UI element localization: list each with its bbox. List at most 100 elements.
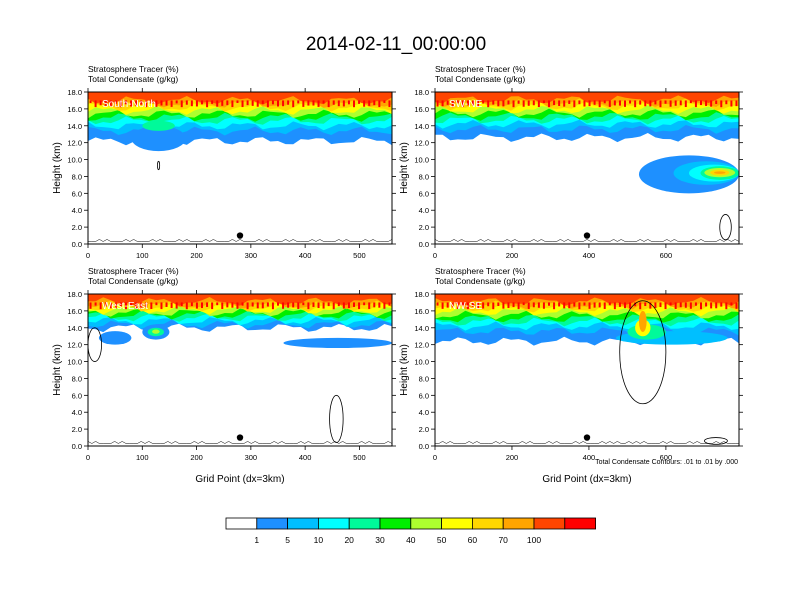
tracer-spike bbox=[573, 302, 576, 307]
y-tick-label: 10.0 bbox=[67, 358, 82, 367]
tracer-spike bbox=[378, 302, 381, 308]
tracer-spike bbox=[251, 302, 254, 307]
tracer-spike bbox=[337, 302, 340, 307]
x-tick-label: 100 bbox=[136, 251, 149, 260]
tracer-spike bbox=[241, 302, 244, 306]
tracer-spike bbox=[292, 302, 295, 308]
y-tick-label: 12.0 bbox=[414, 139, 429, 148]
tracer-spike bbox=[125, 100, 127, 105]
tracer-spike bbox=[548, 100, 550, 108]
colorbar-swatch bbox=[256, 517, 288, 530]
tracer-spike bbox=[150, 302, 153, 309]
tracer-spike bbox=[307, 302, 310, 310]
tracer-spike bbox=[221, 100, 224, 106]
plot-frame bbox=[434, 293, 740, 447]
tracer-spike bbox=[271, 302, 274, 310]
tracer-spike bbox=[477, 302, 480, 309]
tracer-spike bbox=[322, 100, 325, 104]
tracer-spike bbox=[735, 302, 738, 309]
tracer-spike bbox=[634, 100, 637, 108]
plot-frame bbox=[87, 91, 393, 245]
tracer-spike bbox=[342, 302, 345, 309]
tracer-spike bbox=[466, 302, 469, 310]
tracer-spike bbox=[165, 302, 168, 307]
y-tick-label: 14.0 bbox=[414, 122, 429, 131]
colorbar-swatch bbox=[317, 517, 350, 530]
contour-footnote: Total Condensate Contours: .01 to .01 by… bbox=[595, 459, 738, 466]
tracer-spike bbox=[527, 100, 530, 106]
y-tick-label: 18.0 bbox=[414, 290, 429, 299]
y-tick-label: 2.0 bbox=[419, 223, 429, 232]
tracer-spike bbox=[170, 100, 173, 107]
surface-contour bbox=[88, 441, 392, 444]
y-tick-label: 0.0 bbox=[72, 442, 82, 451]
tracer-spike bbox=[145, 100, 148, 108]
tracer-spike bbox=[119, 100, 122, 108]
tracer-spike bbox=[598, 302, 601, 308]
plot-area bbox=[435, 92, 739, 244]
tracer-spike bbox=[201, 302, 203, 309]
tracer-spike bbox=[674, 100, 677, 106]
x-tick-label: 400 bbox=[299, 453, 312, 462]
tracer-spike bbox=[277, 100, 279, 107]
tracer-spike bbox=[383, 100, 386, 103]
colorbar-label: 60 bbox=[468, 535, 478, 545]
plot-area bbox=[88, 92, 392, 244]
tracer-spike bbox=[282, 100, 285, 107]
tracer-spike bbox=[175, 302, 178, 309]
tracer-spike bbox=[347, 302, 350, 309]
y-tick-label: 14.0 bbox=[67, 324, 82, 333]
tracer-spike bbox=[180, 100, 183, 108]
tracer-spike bbox=[593, 100, 596, 105]
tracer-spike bbox=[608, 100, 611, 107]
tracer-spike bbox=[720, 302, 723, 307]
x-tick-label: 100 bbox=[136, 453, 149, 462]
location-marker bbox=[236, 434, 244, 441]
tracer-spike bbox=[271, 100, 274, 105]
y-tick-label: 12.0 bbox=[67, 341, 82, 350]
y-tick-label: 14.0 bbox=[67, 122, 82, 131]
tracer-spike bbox=[644, 100, 647, 107]
y-tick-label: 8.0 bbox=[72, 172, 82, 181]
tracer-spike bbox=[170, 302, 173, 309]
panel-header-line: Total Condensate (g/kg) bbox=[88, 276, 178, 286]
x-tick-label: 600 bbox=[660, 251, 673, 260]
tracer-spike bbox=[507, 100, 510, 105]
tracer-spike bbox=[512, 100, 515, 108]
tracer-spike bbox=[593, 302, 596, 308]
x-tick-label: 400 bbox=[583, 453, 596, 462]
x-tick-label: 0 bbox=[86, 251, 90, 260]
tracer-spike bbox=[180, 302, 183, 307]
tracer-spike bbox=[441, 302, 444, 309]
tracer-spike bbox=[472, 302, 474, 307]
tracer-spike bbox=[563, 100, 566, 107]
tracer-spike bbox=[114, 100, 117, 104]
location-marker bbox=[236, 232, 244, 239]
tracer-spike bbox=[211, 100, 214, 104]
y-axis-label: Height (km) bbox=[399, 142, 410, 194]
tracer-spike bbox=[654, 100, 657, 105]
y-tick-label: 16.0 bbox=[414, 105, 429, 114]
tracer-spike bbox=[603, 100, 606, 104]
tracer-spike bbox=[368, 302, 371, 309]
tracer-feature-40 bbox=[152, 329, 160, 334]
tracer-spike bbox=[583, 302, 586, 306]
tracer-spike bbox=[624, 302, 626, 309]
panel-south-north: South-North Stratosphere Tracer (%)Total … bbox=[52, 64, 396, 260]
surface-contour bbox=[435, 441, 739, 444]
tracer-spike bbox=[231, 302, 234, 308]
y-tick-label: 6.0 bbox=[419, 391, 429, 400]
x-tick-label: 300 bbox=[245, 453, 258, 462]
y-tick-label: 16.0 bbox=[414, 307, 429, 316]
tracer-spike bbox=[165, 100, 168, 106]
condensate-contour bbox=[619, 300, 667, 405]
tracer-spike bbox=[99, 302, 102, 310]
condensate-contour bbox=[703, 437, 728, 445]
tracer-layer-100 bbox=[88, 92, 392, 105]
tracer-spike bbox=[256, 100, 259, 107]
tracer-spike bbox=[99, 100, 102, 106]
plot-frame bbox=[434, 91, 740, 245]
y-tick-label: 4.0 bbox=[419, 408, 429, 417]
tracer-spike bbox=[155, 302, 158, 306]
